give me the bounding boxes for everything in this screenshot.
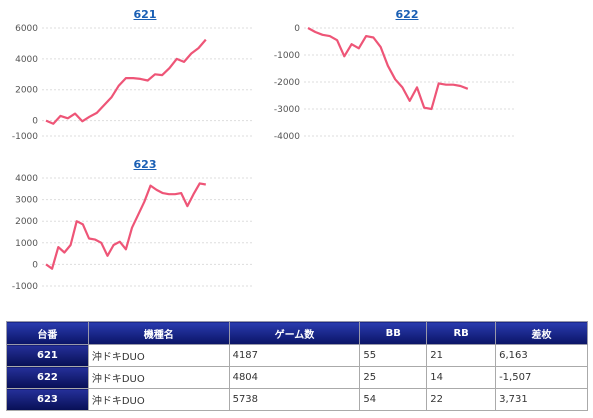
- y-tick-label: -2000: [274, 78, 300, 88]
- header-bb: BB: [359, 321, 428, 345]
- chart-title-621[interactable]: 621: [133, 8, 157, 21]
- game-count-cell: 5738: [228, 388, 361, 411]
- difference-cell: 3,731: [495, 388, 588, 411]
- series-line: [307, 27, 469, 111]
- bb-cell: 25: [359, 366, 428, 389]
- chart-621-plot: -1000 0 2000 4000 6000: [12, 24, 252, 142]
- bb-cell: 55: [359, 344, 428, 367]
- y-tick-label: -4000: [274, 132, 300, 142]
- y-tick-label: 1000: [15, 239, 38, 249]
- y-tick-label: -1000: [12, 282, 38, 292]
- y-tick-label: -1000: [274, 51, 300, 61]
- y-tick-label: 0: [32, 117, 38, 127]
- difference-cell: -1,507: [495, 366, 588, 389]
- table-row: 622 沖ドキDUO 4804 25 14 -1,507: [6, 366, 588, 389]
- series-line: [45, 38, 207, 125]
- machine-name-cell: 沖ドキDUO: [87, 366, 230, 389]
- difference-cell: 6,163: [495, 344, 588, 367]
- table-header-row: 台番 機種名 ゲーム数 BB RB 差枚: [6, 321, 588, 345]
- unit-number-cell: 623: [6, 388, 89, 411]
- y-tick-label: 3000: [15, 196, 38, 206]
- rb-cell: 14: [426, 366, 497, 389]
- chart-title-623[interactable]: 623: [133, 158, 157, 171]
- y-tick-label: -3000: [274, 105, 300, 115]
- game-count-cell: 4804: [228, 366, 361, 389]
- machine-name-cell: 沖ドキDUO: [87, 344, 230, 367]
- table-row: 621 沖ドキDUO 4187 55 21 6,163: [6, 344, 588, 367]
- rb-cell: 21: [426, 344, 497, 367]
- unit-number-cell: 622: [6, 366, 89, 389]
- header-rb: RB: [426, 321, 497, 345]
- machine-name-cell: 沖ドキDUO: [87, 388, 230, 411]
- rb-cell: 22: [426, 388, 497, 411]
- chart-title-622[interactable]: 622: [395, 8, 419, 21]
- header-machine-name: 機種名: [87, 321, 230, 345]
- table-row: 623 沖ドキDUO 5738 54 22 3,731: [6, 388, 588, 411]
- machine-table: 台番 機種名 ゲーム数 BB RB 差枚 621 沖ドキDUO 4187 55 …: [6, 321, 588, 411]
- chart-623: 623 -1000 0 1000 2000 3000 4000: [0, 158, 290, 298]
- y-tick-label: 6000: [15, 24, 38, 34]
- chart-623-plot: -1000 0 1000 2000 3000 4000: [12, 174, 252, 292]
- y-tick-label: 2000: [15, 217, 38, 227]
- header-difference: 差枚: [495, 321, 588, 345]
- y-tick-label: 2000: [15, 86, 38, 96]
- bb-cell: 54: [359, 388, 428, 411]
- y-tick-label: 0: [294, 24, 300, 34]
- unit-number-cell: 621: [6, 344, 89, 367]
- header-unit-number: 台番: [6, 321, 89, 345]
- chart-622-plot: -4000 -3000 -2000 -1000 0: [274, 24, 514, 142]
- y-tick-label: 4000: [15, 174, 38, 184]
- y-tick-label: 4000: [15, 55, 38, 65]
- header-game-count: ゲーム数: [228, 321, 361, 345]
- chart-621: 621 -1000 0 2000 4000 6000: [0, 8, 290, 148]
- y-tick-label: 0: [32, 260, 38, 270]
- chart-622: 622 -4000 -3000 -2000 -1000 0: [262, 8, 552, 148]
- game-count-cell: 4187: [228, 344, 361, 367]
- y-tick-label: -1000: [12, 132, 38, 142]
- series-line: [45, 182, 206, 270]
